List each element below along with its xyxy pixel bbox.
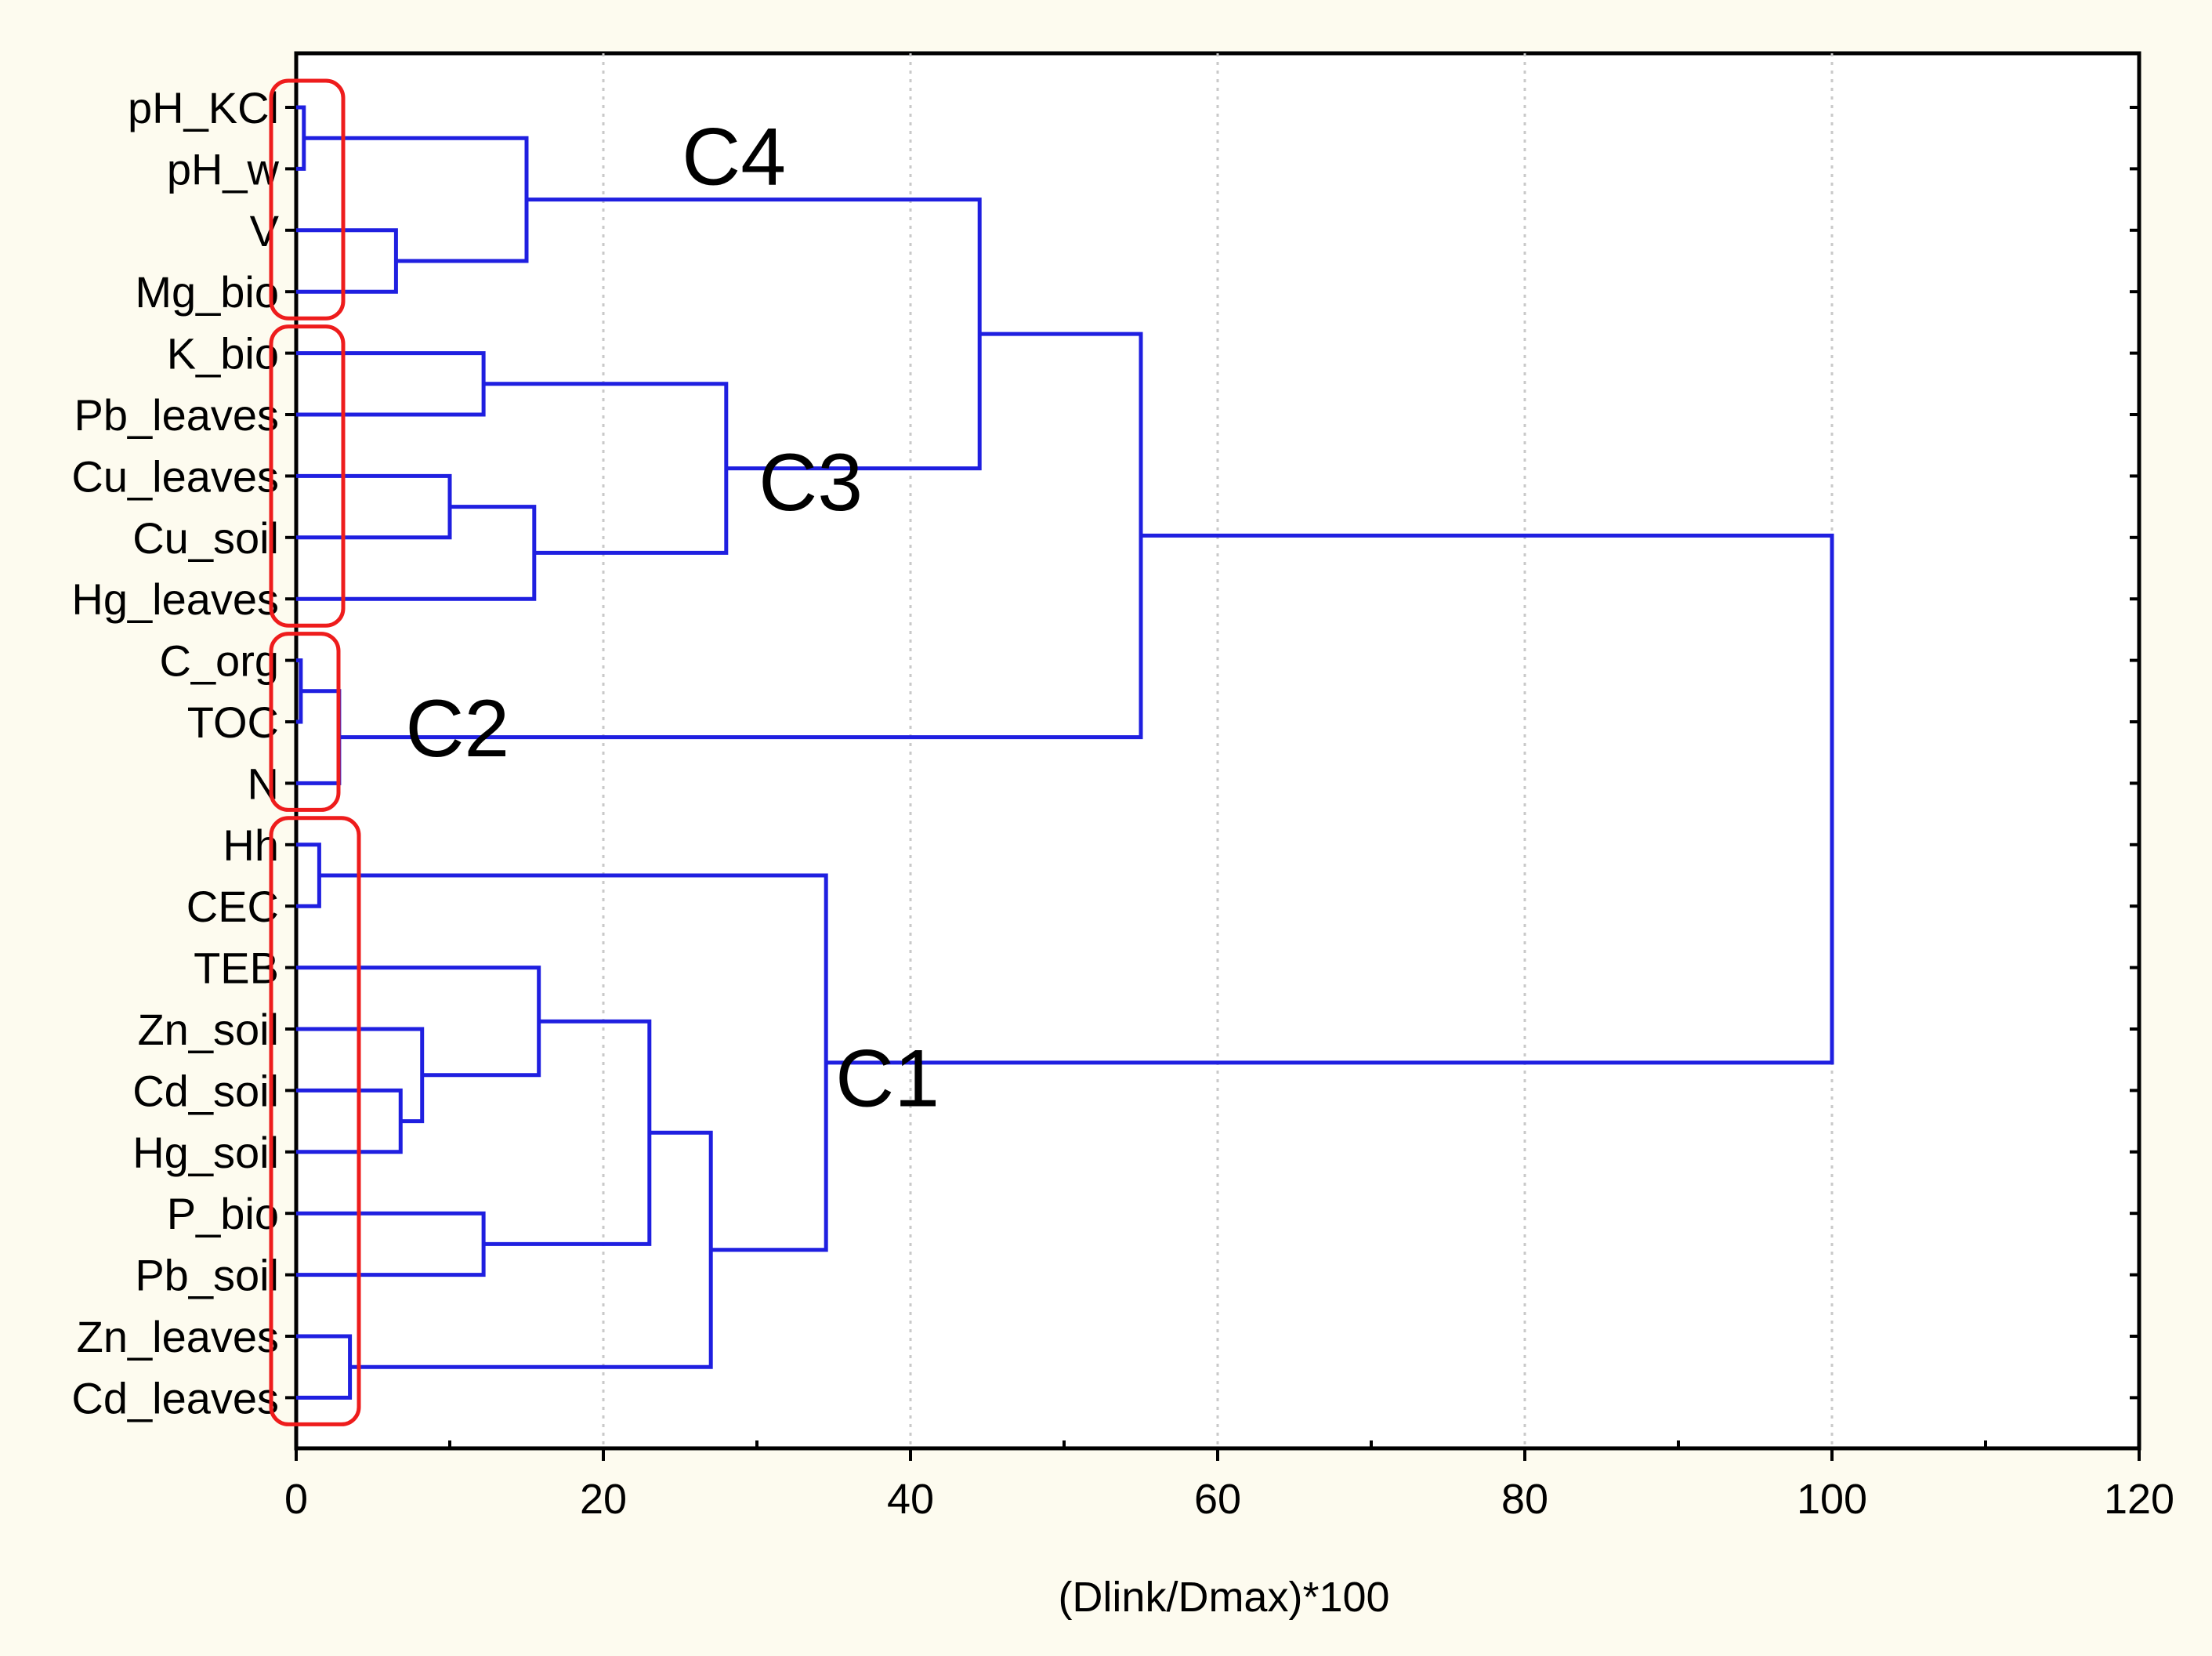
dendrogram-link	[826, 533, 1834, 1065]
leaf-labels-layer: pH_KCl pH_w V Mg_bio K_bio Pb_leaves Cu_leaves…	[71, 83, 279, 1422]
leaf-label: Hg_leaves	[71, 574, 279, 624]
leaf-label: TOC	[187, 698, 279, 747]
x-tick-label: 60	[1194, 1476, 1241, 1523]
leaf-label: Zn_soil	[137, 1005, 279, 1054]
leaf-label: Hg_soil	[132, 1128, 279, 1177]
leaf-label: K_bio	[167, 329, 279, 379]
cluster-box	[269, 324, 346, 628]
leaf-label: Mg_bio	[135, 267, 279, 317]
cluster-label: C4	[682, 112, 786, 203]
x-tick-label: 100	[1797, 1476, 1867, 1523]
leaf-label: Zn_leaves	[77, 1312, 279, 1361]
cluster-label: C1	[835, 1034, 939, 1125]
leaf-label: pH_w	[167, 144, 280, 194]
leaf-label: Cu_soil	[132, 513, 279, 563]
leaf-label: C_org	[159, 636, 279, 686]
leaf-label: Cd_leaves	[71, 1373, 279, 1422]
x-tick-label: 40	[887, 1476, 934, 1523]
x-axis-title: (Dlink/Dmax)*100	[1058, 1574, 1389, 1621]
leaf-label: P_bio	[167, 1189, 279, 1238]
leaf-label: V	[250, 206, 280, 255]
leaf-label: Pb_soil	[135, 1251, 279, 1300]
leaf-label: Cd_soil	[132, 1066, 279, 1115]
cluster-box	[269, 632, 341, 812]
x-tick-label: 80	[1501, 1476, 1548, 1523]
leaf-label: CEC	[186, 882, 279, 931]
leaf-label: pH_KCl	[128, 83, 279, 132]
leaf-label: TEB	[194, 944, 279, 993]
cluster-box	[269, 78, 346, 321]
leaf-label: Pb_leaves	[74, 390, 279, 440]
x-tick-label: 120	[2104, 1476, 2174, 1523]
cluster-label: C2	[405, 683, 509, 774]
cluster-label: C3	[758, 437, 863, 528]
ticks-layer: 0 20 40 60 80 100 120	[284, 106, 2174, 1523]
leaf-label: Cu_leaves	[71, 451, 279, 501]
cluster-labels-layer: C4 C3 C2 C1	[405, 112, 939, 1125]
x-tick-label: 20	[580, 1476, 627, 1523]
cluster-boxes-layer	[269, 78, 361, 1426]
x-tick-label: 0	[284, 1476, 308, 1523]
cluster-box	[269, 816, 361, 1426]
